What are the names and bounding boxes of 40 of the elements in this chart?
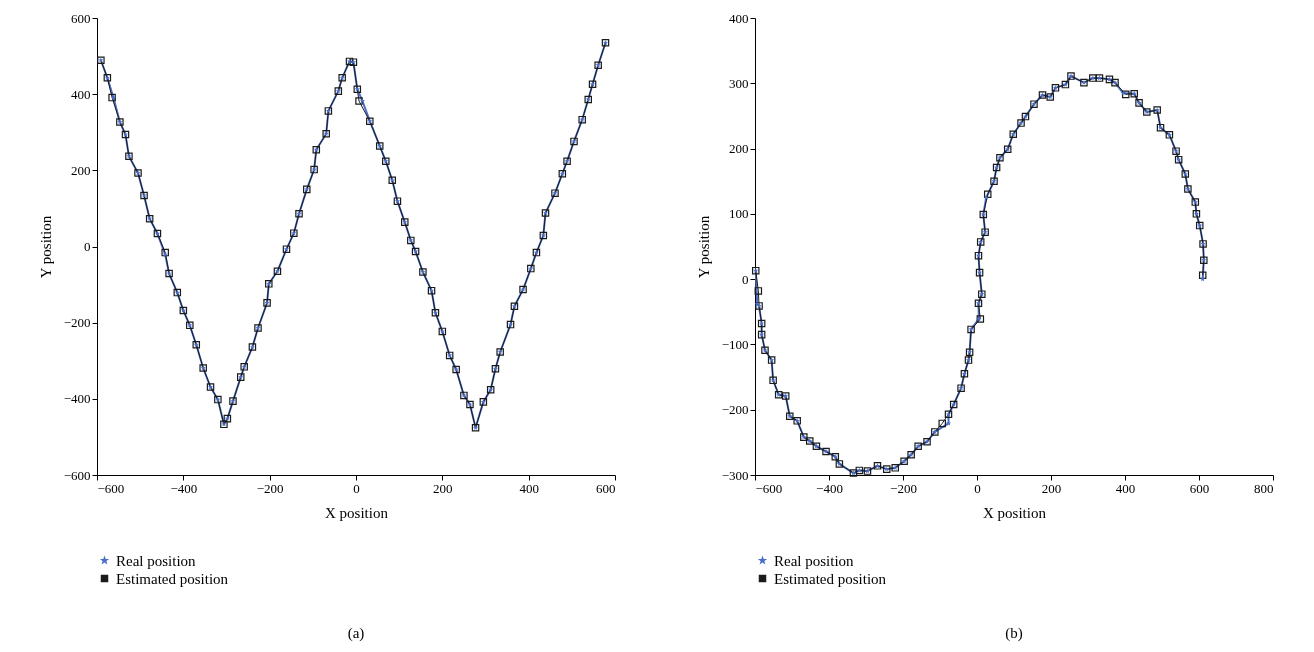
legend-label: Real position [774,552,855,569]
y-tick-label: −100 [721,336,749,352]
y-tick-label: 100 [729,206,749,222]
text: (b) [1005,625,1023,642]
x-tick-label: 600 [596,480,616,496]
x-tick-label: −600 [755,480,783,496]
x-tick-label: −400 [170,480,198,496]
x-tick-label: 600 [1189,480,1210,496]
y-tick-label: 200 [729,141,749,157]
y-tick-label: −200 [63,315,91,331]
text: (a) [347,625,365,642]
y-tick-label: 0 [742,271,749,287]
x-tick-label: −200 [890,480,917,496]
y-tick-label: 200 [71,162,91,178]
y-tick-label: 600 [71,10,91,26]
y-tick-label: 400 [71,86,91,102]
y-axis-title: Y position [37,215,54,279]
y-axis-title: Y position [695,215,712,279]
x-tick-label: 0 [353,480,360,496]
x-tick-label: 400 [519,480,539,496]
y-tick-label: 300 [729,75,749,91]
x-axis-title: X position [325,504,389,521]
y-tick-label: −300 [721,467,749,483]
x-tick-label: 200 [1041,480,1062,496]
x-axis-title: X position [983,504,1047,521]
y-tick-label: −400 [63,391,91,407]
x-tick-label: −600 [97,480,125,496]
x-tick-label: −200 [256,480,284,496]
x-tick-label: −400 [816,480,843,496]
x-tick-label: 200 [433,480,453,496]
legend-label: Real position [116,552,197,569]
y-tick-label: 400 [729,10,749,26]
x-tick-label: 400 [1115,480,1136,496]
y-tick-label: −200 [721,402,749,418]
y-tick-label: 0 [84,239,91,254]
x-tick-label: 800 [1254,480,1274,496]
legend-label: Estimated position [116,570,229,587]
legend-label: Estimated position [774,570,887,587]
y-tick-label: −600 [63,467,91,483]
x-tick-label: 0 [974,480,981,496]
